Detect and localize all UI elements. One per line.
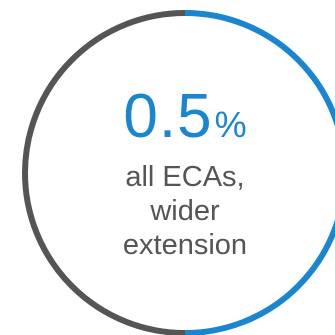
value-readout: 0.5% xyxy=(40,82,330,152)
value-number: 0.5 xyxy=(123,82,213,151)
highlight-arc xyxy=(184,10,335,335)
label-line-3: extension xyxy=(122,229,248,261)
value-unit: % xyxy=(214,104,247,145)
remainder-arc xyxy=(22,10,186,335)
label-line-2: wider xyxy=(150,195,220,227)
label-line-1: all ECAs, xyxy=(125,161,245,193)
